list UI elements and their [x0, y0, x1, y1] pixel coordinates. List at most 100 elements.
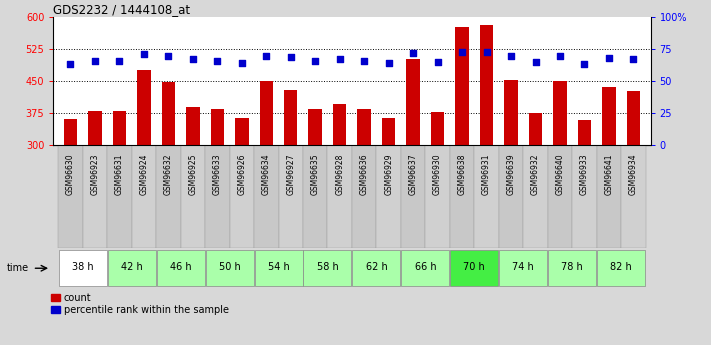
FancyBboxPatch shape [230, 145, 254, 248]
FancyBboxPatch shape [156, 145, 181, 248]
Bar [431, 112, 444, 145]
FancyBboxPatch shape [548, 250, 597, 286]
FancyBboxPatch shape [402, 250, 449, 286]
Bar [382, 118, 395, 145]
Text: GSM96924: GSM96924 [139, 153, 149, 195]
Text: 70 h: 70 h [464, 263, 485, 273]
FancyBboxPatch shape [132, 145, 156, 248]
Bar [161, 82, 175, 145]
Point [603, 55, 614, 61]
Text: GSM96636: GSM96636 [360, 153, 369, 195]
Text: GSM96633: GSM96633 [213, 153, 222, 195]
FancyBboxPatch shape [156, 250, 205, 286]
FancyBboxPatch shape [255, 250, 302, 286]
Bar [504, 80, 518, 145]
Text: 74 h: 74 h [513, 263, 534, 273]
FancyBboxPatch shape [523, 145, 547, 248]
Text: GSM96929: GSM96929 [384, 153, 393, 195]
FancyBboxPatch shape [450, 145, 474, 248]
FancyBboxPatch shape [499, 250, 547, 286]
Text: time: time [7, 263, 29, 273]
Point [358, 58, 370, 63]
FancyBboxPatch shape [304, 250, 351, 286]
Point [432, 59, 443, 65]
Text: GSM96640: GSM96640 [555, 153, 565, 195]
Point [285, 54, 296, 60]
Text: 50 h: 50 h [219, 263, 240, 273]
FancyBboxPatch shape [401, 145, 425, 248]
Text: GSM96928: GSM96928 [335, 153, 344, 195]
Bar [260, 81, 273, 145]
Text: GSM96932: GSM96932 [531, 153, 540, 195]
Bar [602, 87, 616, 145]
FancyBboxPatch shape [376, 145, 401, 248]
FancyBboxPatch shape [352, 145, 376, 248]
FancyBboxPatch shape [597, 145, 621, 248]
Point [506, 53, 517, 58]
FancyBboxPatch shape [205, 145, 230, 248]
Text: GSM96933: GSM96933 [580, 153, 589, 195]
Bar [626, 91, 640, 145]
FancyBboxPatch shape [547, 145, 572, 248]
Point [163, 53, 174, 58]
Text: GSM96635: GSM96635 [311, 153, 320, 195]
Text: 46 h: 46 h [170, 263, 191, 273]
FancyBboxPatch shape [572, 145, 597, 248]
FancyBboxPatch shape [474, 145, 499, 248]
Point [530, 59, 541, 65]
Point [114, 58, 125, 63]
Point [90, 58, 101, 63]
Text: GSM96637: GSM96637 [409, 153, 417, 195]
Bar [309, 109, 322, 145]
Text: 78 h: 78 h [562, 263, 583, 273]
FancyBboxPatch shape [353, 250, 400, 286]
Text: GSM96930: GSM96930 [433, 153, 442, 195]
Text: GSM96925: GSM96925 [188, 153, 198, 195]
Bar [88, 111, 102, 145]
FancyBboxPatch shape [303, 145, 328, 248]
Text: GSM96638: GSM96638 [458, 153, 466, 195]
Bar [137, 70, 151, 145]
FancyBboxPatch shape [597, 250, 645, 286]
FancyBboxPatch shape [621, 145, 646, 248]
Text: GSM96927: GSM96927 [287, 153, 295, 195]
Text: 42 h: 42 h [121, 263, 142, 273]
Bar [480, 25, 493, 145]
Text: GDS2232 / 1444108_at: GDS2232 / 1444108_at [53, 3, 191, 16]
Bar [553, 81, 567, 145]
FancyBboxPatch shape [82, 145, 107, 248]
Point [334, 57, 346, 62]
Point [481, 49, 492, 55]
Point [555, 53, 566, 58]
Bar [407, 59, 420, 145]
Text: GSM96926: GSM96926 [237, 153, 246, 195]
FancyBboxPatch shape [107, 145, 132, 248]
Point [309, 58, 321, 63]
FancyBboxPatch shape [107, 250, 156, 286]
Point [65, 62, 76, 67]
Text: 66 h: 66 h [415, 263, 436, 273]
FancyBboxPatch shape [181, 145, 205, 248]
Point [212, 58, 223, 63]
Text: GSM96641: GSM96641 [604, 153, 614, 195]
Text: GSM96931: GSM96931 [482, 153, 491, 195]
Text: GSM96631: GSM96631 [115, 153, 124, 195]
Point [187, 57, 198, 62]
Bar [455, 27, 469, 145]
Bar [333, 105, 346, 145]
Text: GSM96639: GSM96639 [506, 153, 515, 195]
Point [236, 60, 247, 66]
FancyBboxPatch shape [425, 145, 450, 248]
Point [261, 53, 272, 58]
FancyBboxPatch shape [328, 145, 352, 248]
FancyBboxPatch shape [279, 145, 303, 248]
FancyBboxPatch shape [58, 145, 82, 248]
Bar [64, 119, 77, 145]
Point [383, 60, 395, 66]
Bar [210, 109, 224, 145]
Bar [358, 109, 371, 145]
Bar [529, 113, 542, 145]
FancyBboxPatch shape [254, 145, 279, 248]
Text: 54 h: 54 h [267, 263, 289, 273]
Point [138, 51, 149, 57]
